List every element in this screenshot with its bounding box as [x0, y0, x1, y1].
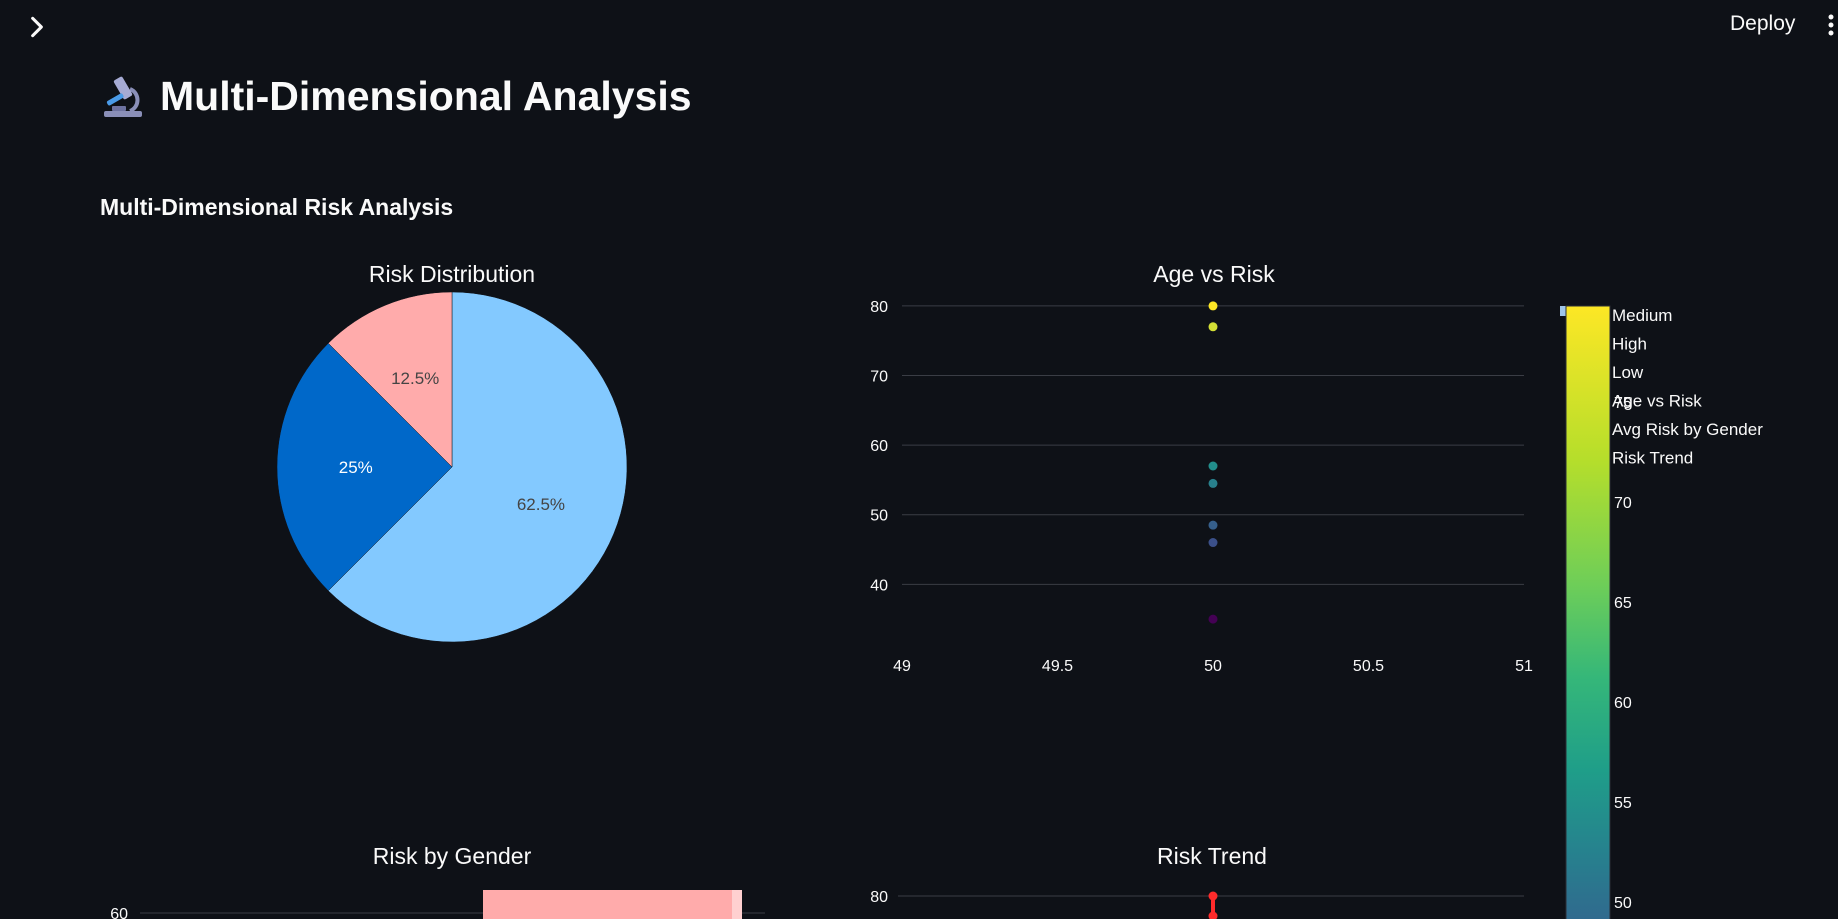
more-menu-icon[interactable]: [1824, 12, 1838, 38]
legend-item[interactable]: Risk Trend: [1612, 449, 1693, 468]
risk-distribution-chart: Risk Distribution 62.5% 25% 12.5%: [276, 261, 628, 643]
pie-value-label: 12.5%: [391, 369, 439, 388]
colorbar-tick: 55: [1614, 795, 1632, 812]
deploy-button[interactable]: Deploy: [1730, 12, 1796, 35]
line-y-tick: 80: [870, 889, 888, 906]
trend-point: [1208, 891, 1218, 901]
scatter-point[interactable]: [1208, 538, 1218, 548]
scatter-point[interactable]: [1208, 614, 1218, 624]
pie-value-label: 25%: [339, 458, 373, 477]
top-bar: Deploy: [0, 0, 1838, 50]
pie-value-label: 62.5%: [517, 495, 565, 514]
chevron-right-icon[interactable]: [24, 14, 50, 40]
section-title: Multi-Dimensional Risk Analysis: [100, 194, 454, 220]
scatter-y-tick: 60: [870, 438, 888, 455]
pie-slice-low[interactable]: [327, 291, 453, 468]
scatter-x-tick: 49: [893, 658, 911, 675]
risk-by-gender-chart: Risk by Gender 60: [110, 843, 765, 919]
page-title-text: Multi-Dimensional Analysis: [160, 72, 692, 119]
scatter-y-tick: 70: [870, 369, 888, 386]
bar-low: [483, 890, 732, 919]
colorbar-tick: 50: [1614, 895, 1632, 912]
scatter-y-tick: 80: [870, 299, 888, 316]
bar-high: [732, 890, 742, 919]
colorbar-tick: 60: [1614, 695, 1632, 712]
scatter-y-tick: 50: [870, 508, 888, 525]
pie-slice-medium[interactable]: [327, 291, 628, 643]
scatter-point[interactable]: [1208, 461, 1218, 471]
page-title: Multi-Dimensional Analysis: [100, 66, 692, 126]
legend-item[interactable]: Medium: [1612, 306, 1672, 325]
bar-chart-title: Risk by Gender: [373, 843, 532, 869]
microscope-icon: [104, 76, 142, 117]
legend-item[interactable]: Avg Risk by Gender: [1612, 420, 1763, 439]
scatter-point[interactable]: [1208, 520, 1218, 530]
line-chart-title: Risk Trend: [1157, 843, 1267, 869]
scatter-point[interactable]: [1208, 301, 1218, 311]
color-scale-gradient: [1565, 305, 1611, 919]
legend-item[interactable]: Low: [1612, 363, 1644, 382]
color-scale-bar: 75 70 65 60 55 50 Medium High Low Age vs Risk Avg…: [1560, 305, 1763, 919]
scatter-x-tick: 51: [1515, 658, 1533, 675]
scatter-y-tick: 40: [870, 577, 888, 594]
trend-point: [1208, 911, 1218, 919]
scatter-x-tick: 50: [1204, 658, 1222, 675]
scatter-x-tick: 50.5: [1353, 658, 1384, 675]
bar-y-tick: 60: [110, 906, 128, 919]
scatter-point[interactable]: [1208, 322, 1218, 332]
pie-chart-title: Risk Distribution: [369, 261, 535, 287]
age-vs-risk-chart: Age vs Risk 49 49.5 50 50.5 51 40 50 60 70 80: [870, 261, 1533, 675]
colorbar-tick: 70: [1614, 495, 1632, 512]
colorbar-tick: 75: [1614, 395, 1632, 412]
scatter-x-tick: 49.5: [1042, 658, 1073, 675]
scatter-point[interactable]: [1208, 478, 1218, 488]
risk-trend-chart: Risk Trend 80: [870, 843, 1524, 919]
pie-slice-high[interactable]: [276, 342, 453, 592]
scatter-chart-title: Age vs Risk: [1153, 261, 1275, 287]
legend-item[interactable]: Age vs Risk: [1612, 392, 1702, 411]
colorbar-tick: 65: [1614, 595, 1632, 612]
legend-item[interactable]: High: [1612, 335, 1647, 354]
